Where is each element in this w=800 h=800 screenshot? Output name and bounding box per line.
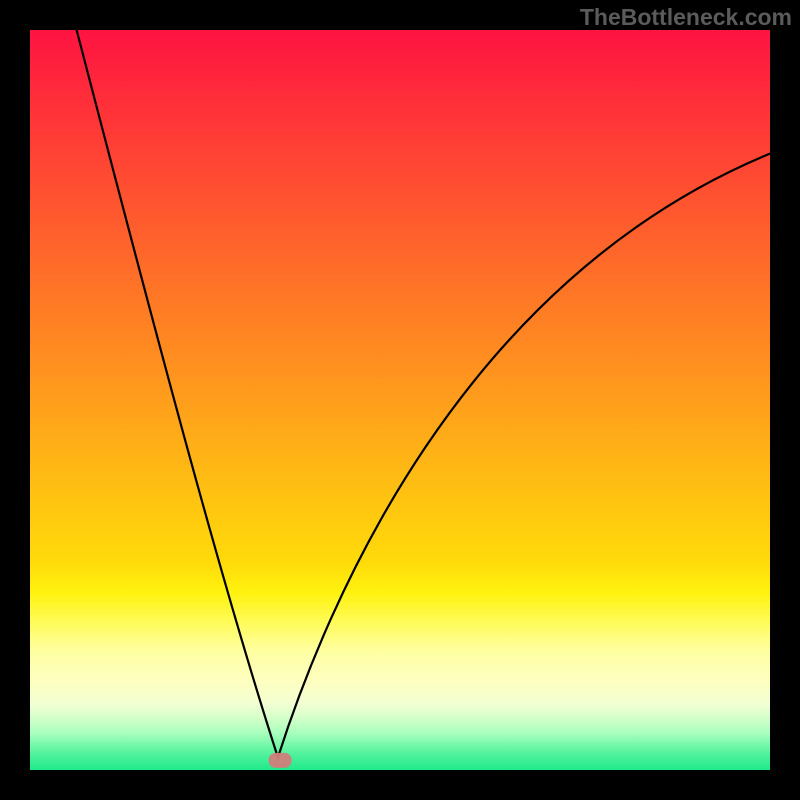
chart-container: TheBottleneck.com: [0, 0, 800, 800]
plot-background: [30, 30, 770, 770]
optimal-point-marker: [269, 753, 292, 768]
watermark-text: TheBottleneck.com: [580, 4, 792, 31]
chart-svg: [0, 0, 800, 800]
